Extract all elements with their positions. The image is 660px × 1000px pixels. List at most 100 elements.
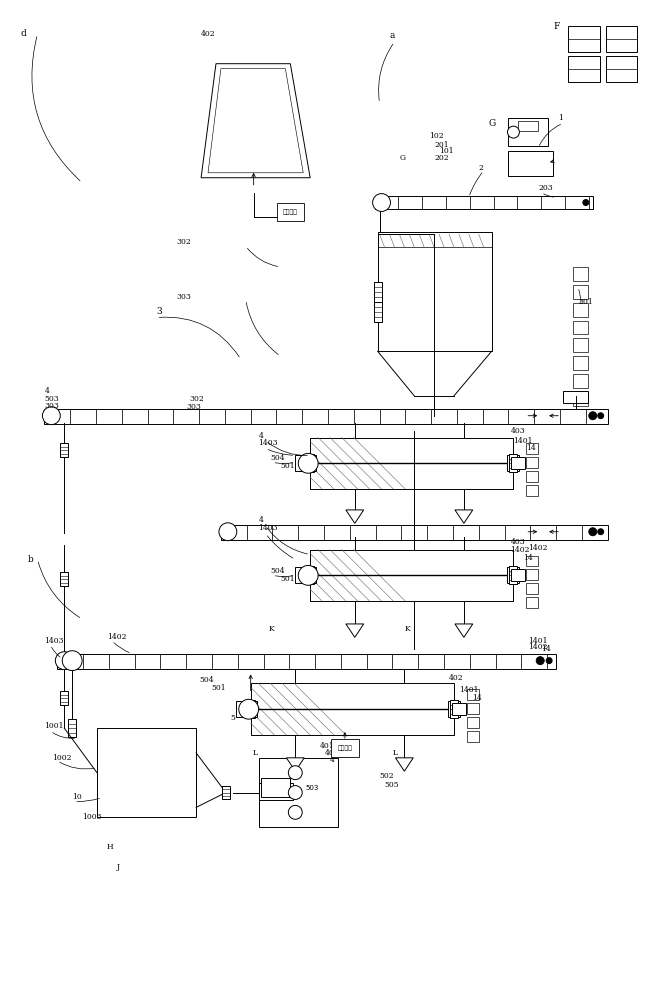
Bar — [568, 26, 600, 52]
Text: 402: 402 — [449, 674, 463, 682]
Bar — [573, 374, 588, 388]
Text: 302: 302 — [176, 238, 191, 246]
Text: 504: 504 — [199, 676, 214, 684]
Text: 1001: 1001 — [44, 722, 64, 730]
Bar — [508, 455, 519, 471]
Polygon shape — [455, 510, 473, 523]
Text: L: L — [253, 749, 257, 757]
Polygon shape — [395, 758, 413, 771]
Bar — [450, 700, 458, 718]
Circle shape — [288, 805, 302, 819]
Bar — [60, 691, 68, 705]
Bar — [304, 567, 316, 583]
Circle shape — [239, 699, 259, 719]
Bar — [526, 485, 539, 496]
Bar — [236, 701, 249, 717]
Bar — [44, 409, 608, 424]
Text: 1401: 1401 — [513, 437, 533, 445]
Text: 302: 302 — [189, 395, 204, 403]
Text: 2: 2 — [478, 164, 484, 172]
Bar — [526, 583, 539, 594]
Text: 501: 501 — [211, 684, 226, 692]
Bar — [247, 700, 255, 718]
Text: 301: 301 — [578, 298, 593, 306]
Bar — [508, 118, 548, 146]
Bar — [306, 454, 314, 472]
Text: 1403: 1403 — [259, 439, 279, 447]
Bar — [606, 56, 638, 82]
Polygon shape — [346, 624, 364, 637]
Text: G: G — [488, 119, 496, 128]
Circle shape — [55, 652, 73, 670]
Bar — [526, 569, 539, 580]
Text: 14: 14 — [523, 554, 533, 562]
Bar — [374, 282, 381, 302]
Text: L: L — [393, 749, 397, 757]
Bar — [68, 719, 76, 737]
Text: 1002: 1002 — [52, 754, 72, 762]
Bar — [526, 443, 539, 454]
Text: 4: 4 — [259, 432, 263, 440]
Text: 303: 303 — [44, 402, 59, 410]
Text: 202: 202 — [434, 154, 449, 162]
Text: 303: 303 — [186, 403, 201, 411]
Text: K: K — [269, 625, 275, 633]
Text: 1401: 1401 — [459, 686, 478, 694]
Text: 403: 403 — [325, 749, 340, 757]
Text: 10: 10 — [72, 793, 82, 801]
Bar — [60, 443, 68, 457]
Bar — [60, 653, 74, 669]
Bar — [508, 151, 553, 176]
Polygon shape — [201, 64, 310, 178]
Circle shape — [42, 407, 60, 425]
Text: 303: 303 — [176, 293, 191, 301]
Text: 14: 14 — [526, 444, 536, 452]
Bar — [221, 525, 608, 540]
Text: 1402: 1402 — [107, 633, 127, 641]
Text: 505: 505 — [385, 781, 399, 789]
Circle shape — [598, 413, 604, 419]
Text: 1402: 1402 — [510, 546, 530, 554]
Text: 1402: 1402 — [528, 544, 548, 552]
Polygon shape — [208, 69, 303, 173]
Text: F: F — [553, 22, 560, 31]
Text: 1403: 1403 — [259, 524, 279, 532]
Bar — [573, 303, 588, 317]
Text: 401: 401 — [320, 742, 335, 750]
Bar — [259, 758, 338, 827]
Text: 102: 102 — [429, 132, 444, 140]
Text: 4: 4 — [259, 516, 263, 524]
Bar — [310, 438, 513, 489]
Bar — [467, 717, 478, 728]
Text: 203: 203 — [539, 184, 553, 192]
Bar — [452, 703, 466, 715]
Bar — [375, 196, 593, 209]
Text: d: d — [20, 29, 26, 38]
Text: 1402: 1402 — [528, 643, 548, 651]
Text: a: a — [389, 31, 395, 40]
Bar — [310, 550, 513, 601]
Bar — [97, 728, 196, 817]
Bar — [526, 556, 539, 566]
Bar — [57, 654, 556, 669]
Text: 504: 504 — [271, 567, 285, 575]
Circle shape — [546, 658, 552, 664]
Bar — [259, 783, 293, 800]
Bar — [467, 731, 478, 742]
Text: J: J — [117, 863, 120, 871]
Bar — [573, 392, 588, 406]
Bar — [573, 356, 588, 370]
Text: K: K — [405, 625, 410, 633]
Text: 402: 402 — [201, 30, 216, 38]
Bar — [306, 566, 314, 584]
Bar — [508, 567, 519, 583]
Text: 403: 403 — [510, 538, 525, 546]
Circle shape — [288, 766, 302, 780]
Circle shape — [598, 529, 604, 535]
Bar — [563, 391, 588, 403]
Text: 4: 4 — [44, 387, 50, 395]
Text: b: b — [28, 555, 33, 564]
Circle shape — [298, 453, 318, 473]
Bar — [526, 471, 539, 482]
Bar — [467, 703, 478, 714]
